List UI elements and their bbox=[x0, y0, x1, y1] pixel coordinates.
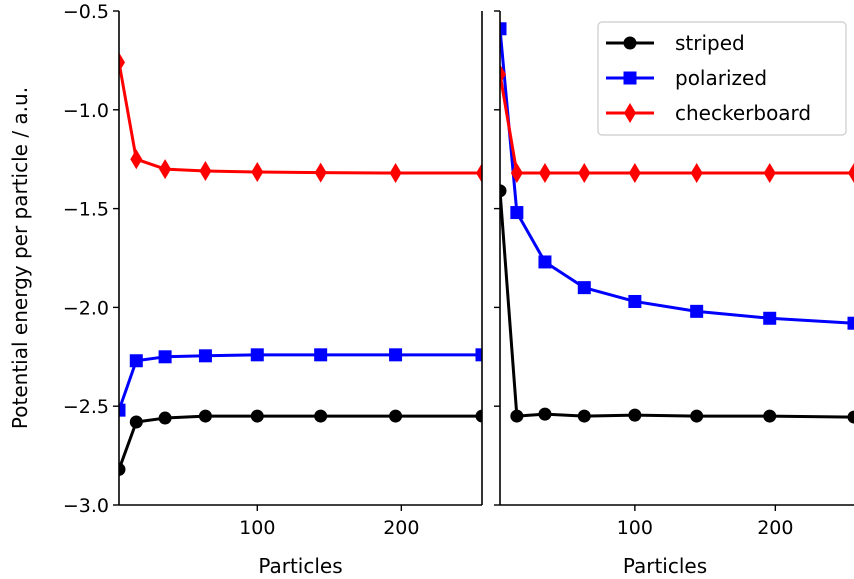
striped-point bbox=[129, 415, 143, 429]
striped-point bbox=[250, 409, 264, 423]
polarized-point bbox=[510, 206, 524, 220]
striped-point bbox=[158, 411, 172, 425]
y-tick-label: −2.0 bbox=[63, 297, 109, 319]
checkerboard-point bbox=[690, 163, 703, 184]
legend-striped-marker bbox=[623, 36, 637, 50]
polarized-point bbox=[158, 350, 172, 364]
striped-line bbox=[500, 190, 854, 419]
striped-line bbox=[119, 414, 482, 470]
polarized-point bbox=[500, 22, 507, 36]
polarized-point bbox=[314, 348, 328, 362]
y-tick-label: −0.5 bbox=[63, 1, 109, 23]
striped-point bbox=[314, 409, 328, 423]
striped-point bbox=[389, 409, 403, 423]
polarized-point bbox=[198, 349, 212, 363]
polarized-point bbox=[628, 294, 642, 308]
striped-point bbox=[847, 410, 854, 424]
polarized-point bbox=[250, 348, 264, 362]
striped-point bbox=[577, 409, 591, 423]
checkerboard-point bbox=[251, 162, 264, 183]
polarized-point bbox=[538, 255, 552, 269]
legend-checkerboard-label: checkerboard bbox=[675, 101, 811, 125]
polarized-point bbox=[119, 403, 126, 417]
y-tick-label: −1.0 bbox=[63, 100, 109, 122]
checkerboard-point bbox=[119, 52, 125, 73]
x-tick-label: 100 bbox=[617, 517, 653, 539]
y-tick-label: −3.0 bbox=[63, 495, 109, 517]
polarized-point bbox=[763, 311, 777, 325]
checkerboard-point bbox=[763, 163, 776, 184]
polarized-point bbox=[577, 281, 591, 295]
polarized-line bbox=[119, 353, 482, 411]
polarized-point bbox=[690, 304, 704, 318]
y-tick-label: −2.5 bbox=[63, 396, 109, 418]
x-tick-label: 200 bbox=[383, 517, 419, 539]
x-tick-label: 200 bbox=[757, 517, 793, 539]
legend: striped polarized checkerboard bbox=[597, 21, 847, 136]
striped-point bbox=[538, 407, 552, 421]
striped-point bbox=[628, 408, 642, 422]
x-tick-label: 100 bbox=[239, 517, 275, 539]
striped-point bbox=[119, 462, 126, 476]
checkerboard-point bbox=[510, 163, 523, 184]
checkerboard-point bbox=[476, 163, 482, 184]
checkerboard-point bbox=[389, 163, 402, 184]
legend-striped-label: striped bbox=[675, 31, 745, 55]
checkerboard-point bbox=[578, 163, 591, 184]
checkerboard-point bbox=[159, 159, 172, 180]
polarized-point bbox=[389, 348, 403, 362]
legend-checkerboard-marker bbox=[624, 103, 636, 123]
checkerboard-point bbox=[130, 149, 143, 170]
striped-point bbox=[690, 409, 704, 423]
striped-point bbox=[475, 409, 482, 423]
polarized-point bbox=[847, 316, 854, 330]
left-panel: −3.0 −2.5 −2.0 −1.5 −1.0 −0.5 100 200 Particles bbox=[63, 1, 483, 578]
checkerboard-line bbox=[119, 62, 482, 175]
polarized-line bbox=[500, 28, 854, 325]
polarized-point bbox=[475, 348, 482, 362]
legend-polarized-marker bbox=[623, 71, 637, 85]
checkerboard-point bbox=[500, 64, 506, 85]
legend-polarized-label: polarized bbox=[675, 66, 767, 90]
striped-point bbox=[198, 409, 212, 423]
striped-point bbox=[500, 184, 507, 198]
x-axis-label: Particles bbox=[623, 554, 707, 578]
right-panel: 100 200 Particles striped polarized checkerbo… bbox=[494, 10, 854, 578]
checkerboard-point bbox=[628, 163, 641, 184]
striped-point bbox=[510, 409, 524, 423]
polarized-point bbox=[129, 354, 143, 368]
checkerboard-point bbox=[538, 163, 551, 184]
checkerboard-point bbox=[314, 162, 327, 183]
y-tick-label: −1.5 bbox=[63, 199, 109, 221]
x-axis-label: Particles bbox=[258, 554, 342, 578]
checkerboard-point bbox=[848, 163, 854, 184]
checkerboard-point bbox=[199, 161, 212, 182]
y-axis-label: Potential energy per particle / a.u. bbox=[8, 87, 32, 429]
striped-point bbox=[763, 409, 777, 423]
